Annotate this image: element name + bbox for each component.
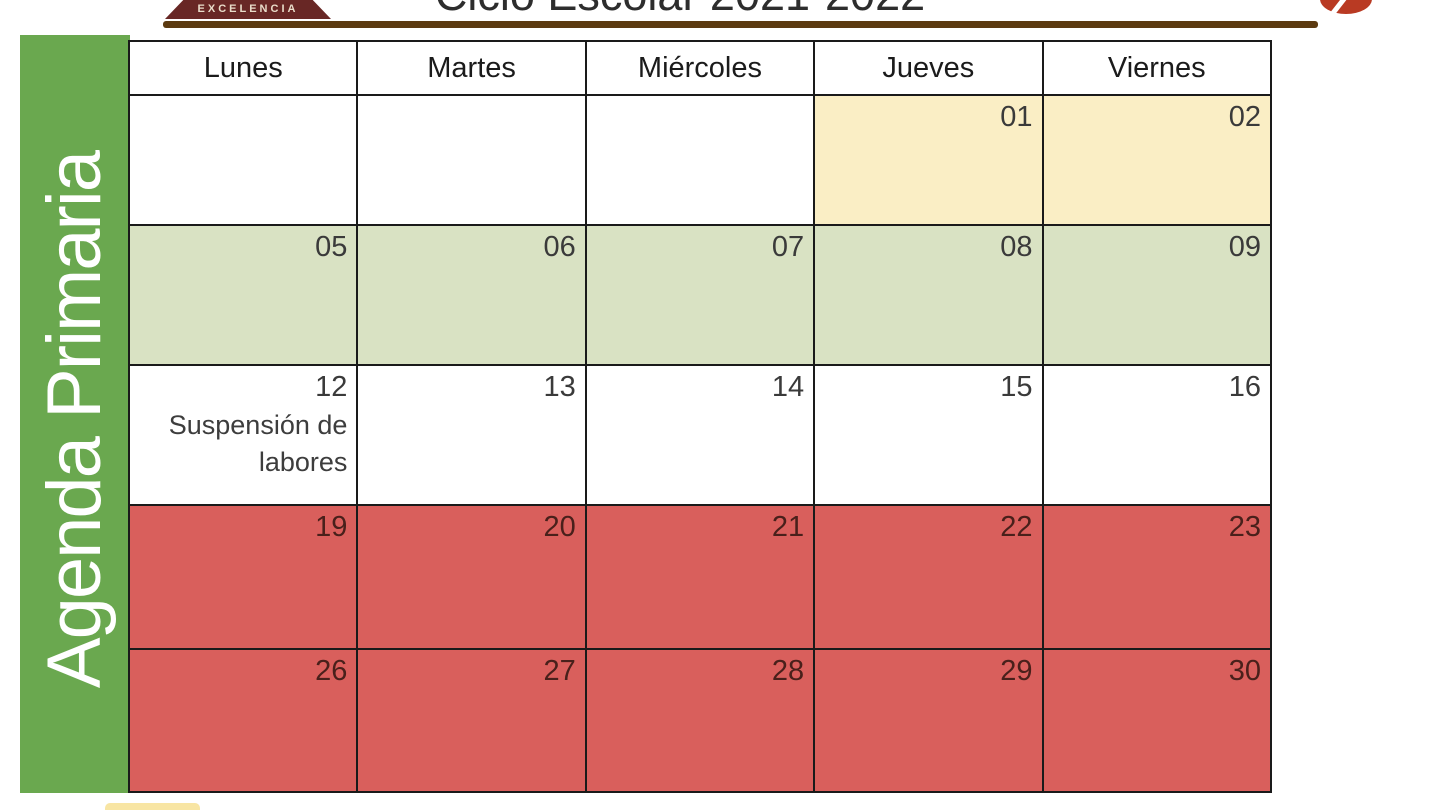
day-number: 05 xyxy=(315,230,348,263)
day-header-martes: Martes xyxy=(356,40,587,96)
calendar-cell: 23 xyxy=(1041,504,1273,650)
day-header-miercoles: Miércoles xyxy=(584,40,816,96)
calendar-cell: 29 xyxy=(813,647,1044,794)
day-number: 26 xyxy=(315,654,348,687)
calendar-cell xyxy=(127,94,359,226)
agenda-banner: Agenda Primaria xyxy=(20,35,130,793)
calendar-week-row: 01 02 xyxy=(127,94,1273,226)
calendar-cell: 20 xyxy=(356,504,587,650)
day-header-row: Lunes Martes Miércoles Jueves Viernes xyxy=(127,40,1273,96)
calendar-week-row: 19 20 21 22 23 xyxy=(127,504,1273,650)
calendar-week-row: 05 06 07 08 09 xyxy=(127,223,1273,367)
day-header-lunes: Lunes xyxy=(127,40,359,96)
calendar-cell: 06 xyxy=(356,223,587,367)
day-number: 23 xyxy=(1228,511,1261,544)
day-number xyxy=(588,97,812,99)
day-number: 09 xyxy=(1228,230,1261,263)
day-number: 02 xyxy=(1228,101,1261,133)
emblem-petal-shape xyxy=(1320,0,1372,14)
school-logo-text: EXCELENCIA xyxy=(197,3,299,15)
calendar-cell: 05 xyxy=(127,223,359,367)
calendar-week-row: 12 Suspensión de labores 13 14 15 16 xyxy=(127,364,1273,507)
day-number: 08 xyxy=(1000,230,1033,263)
day-number: 01 xyxy=(1000,101,1033,133)
day-number: 30 xyxy=(1228,654,1261,687)
day-number: 20 xyxy=(543,511,576,544)
calendar-cell: 09 xyxy=(1041,223,1273,367)
day-number: 21 xyxy=(771,511,805,544)
day-number: 19 xyxy=(315,511,348,544)
day-header-jueves: Jueves xyxy=(813,40,1044,96)
calendar-cell: 22 xyxy=(813,504,1044,650)
calendar-cell: 21 xyxy=(584,504,816,650)
day-number: 29 xyxy=(1000,654,1033,687)
day-number: 06 xyxy=(543,230,576,263)
calendar-cell: 07 xyxy=(584,223,816,367)
agenda-banner-label: Agenda Primaria xyxy=(32,151,117,689)
calendar-cell xyxy=(584,94,816,226)
calendar-cell: 19 xyxy=(127,504,359,650)
calendar-week-row: 26 27 28 29 30 xyxy=(127,647,1273,794)
day-number: 27 xyxy=(543,654,576,687)
calendar-cell: 26 xyxy=(127,647,359,794)
calendar-cell: 02 xyxy=(1041,94,1273,226)
day-header-viernes: Viernes xyxy=(1041,40,1273,96)
day-number xyxy=(359,97,583,99)
calendar-cell: 30 xyxy=(1041,647,1273,794)
day-note: Suspensión de labores xyxy=(168,410,348,477)
calendar-table: Lunes Martes Miércoles Jueves Viernes 01… xyxy=(127,40,1273,794)
day-number: 14 xyxy=(771,371,805,404)
calendar-cell: 08 xyxy=(813,223,1044,367)
calendar-cell xyxy=(356,94,587,226)
day-number: 15 xyxy=(1000,371,1033,404)
day-number: 22 xyxy=(1000,511,1033,544)
calendar-cell: 01 xyxy=(813,94,1044,226)
calendar-cell: 16 xyxy=(1041,364,1273,507)
school-emblem-icon xyxy=(1320,0,1372,14)
day-number: 13 xyxy=(543,371,576,404)
day-number: 16 xyxy=(1228,371,1261,404)
calendar-cell: 12 Suspensión de labores xyxy=(127,364,359,507)
day-number: 12 xyxy=(315,371,348,404)
calendar-cell: 13 xyxy=(356,364,587,507)
day-number xyxy=(131,97,355,99)
day-number: 28 xyxy=(771,654,805,687)
calendar-cell: 15 xyxy=(813,364,1044,507)
calendar-cell: 14 xyxy=(584,364,816,507)
calendar-cell: 27 xyxy=(356,647,587,794)
day-number: 07 xyxy=(771,230,805,263)
calendar-cell: 28 xyxy=(584,647,816,794)
legend-swatch-yellow xyxy=(105,803,200,810)
header-divider-rule xyxy=(163,21,1318,28)
school-logo-shield: EXCELENCIA xyxy=(165,0,331,19)
